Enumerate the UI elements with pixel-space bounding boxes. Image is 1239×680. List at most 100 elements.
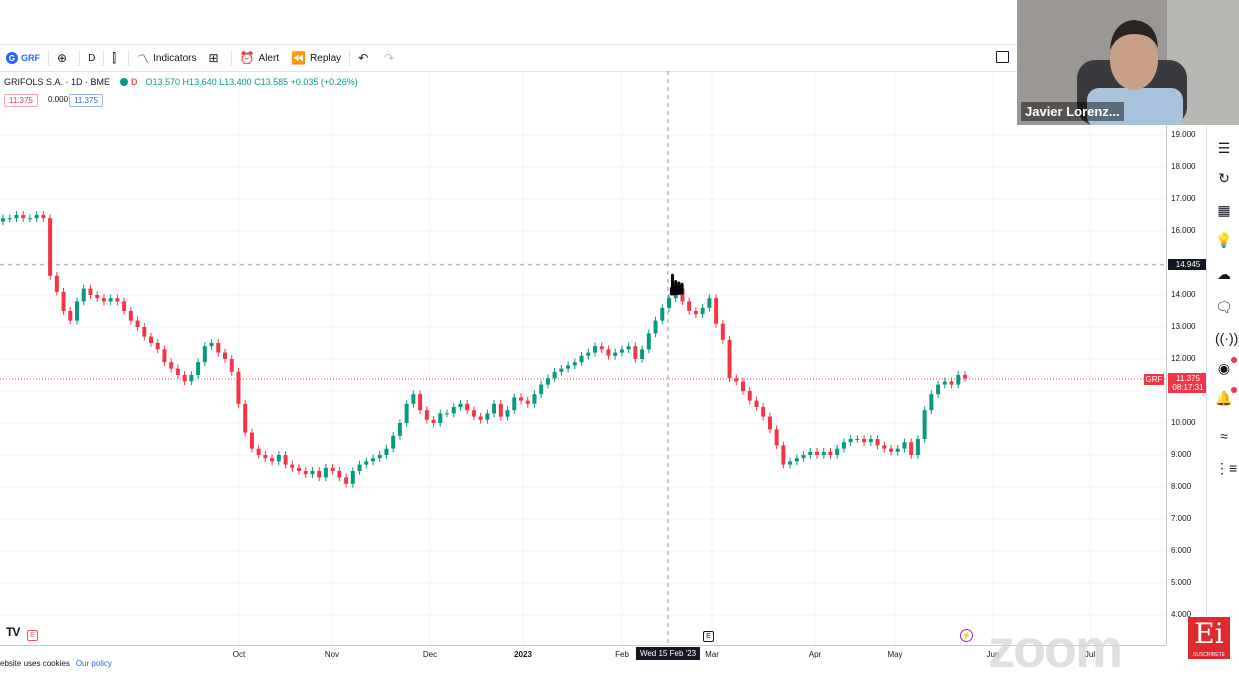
replay-button[interactable]: ⏪ Replay <box>285 45 347 71</box>
price-scale[interactable]: 19.00018.00017.00016.00015.00014.00013.0… <box>1166 71 1207 645</box>
presenter-video: Javier Lorenz... <box>1017 0 1239 125</box>
candle-body <box>249 432 254 449</box>
undo-button[interactable]: ↶ <box>352 45 378 71</box>
candle-body <box>384 448 389 455</box>
candle-body <box>391 435 396 449</box>
candle-body <box>929 394 934 411</box>
price-tick: 7.000 <box>1171 514 1192 523</box>
time-tick: 2023 <box>514 650 532 659</box>
ideas-icon[interactable]: 💡 <box>1215 232 1233 248</box>
undo-icon: ↶ <box>358 51 369 65</box>
time-tick: Dec <box>422 650 438 659</box>
price-tick: 8.000 <box>1171 482 1192 491</box>
candle-body <box>371 458 375 462</box>
candle-body <box>586 352 591 356</box>
time-tick: Feb <box>615 650 629 659</box>
divider <box>48 50 49 66</box>
calendar-icon[interactable]: ▦ <box>1217 202 1231 218</box>
ei-subscribe-logo[interactable]: Ei SUSCRIBETE <box>1188 617 1230 659</box>
alert-button[interactable]: ⏰ Alert <box>234 45 286 71</box>
ei-logo-text: Ei <box>1194 617 1224 650</box>
crosshair-price-text: 14.945 <box>1175 260 1201 269</box>
candle-body <box>303 471 308 475</box>
time-tick: Nov <box>324 650 340 659</box>
candle-body <box>61 291 66 311</box>
redo-button[interactable]: ↷ <box>378 45 404 71</box>
candle-body <box>942 381 947 385</box>
candle-body <box>310 471 315 475</box>
candle-body <box>21 215 26 219</box>
compare-button[interactable]: ⊕ <box>51 45 77 71</box>
candle-body <box>397 423 402 436</box>
notification-dot <box>1231 357 1237 363</box>
time-tick: Jun <box>986 650 1000 659</box>
cookie-text: ebsite uses cookies <box>0 659 70 668</box>
candle-body <box>377 455 382 459</box>
candle-body <box>135 320 140 327</box>
candle-body <box>175 368 180 375</box>
alert-label: Alert <box>258 52 280 64</box>
watchlist-icon[interactable]: ☰ <box>1217 140 1231 156</box>
candle-body <box>196 362 201 375</box>
candle-body <box>1 218 5 222</box>
candle-body <box>599 346 604 350</box>
indicators-button[interactable]: 〽 Indicators <box>131 45 202 71</box>
layout-select-icon[interactable] <box>996 51 1009 63</box>
market-status-dot <box>120 78 129 86</box>
chats-icon[interactable]: 🗨 <box>1215 299 1233 315</box>
broadcast-icon[interactable]: ◉ <box>1217 360 1231 376</box>
earnings-marker[interactable]: E <box>27 630 38 641</box>
candle-body <box>431 419 436 423</box>
templates-button[interactable]: ⊞ <box>203 45 229 71</box>
chat-cloud-icon[interactable]: ☁ <box>1217 266 1231 282</box>
candle-body <box>122 301 127 311</box>
interval-button[interactable]: D <box>82 45 101 71</box>
time-tick: Jul <box>1084 650 1096 659</box>
candle-body <box>801 455 806 459</box>
candle-body <box>882 445 887 449</box>
candle-body <box>700 307 705 315</box>
candle-body <box>216 343 221 353</box>
order-panel-icon[interactable]: ⋮≡ <box>1215 460 1238 476</box>
divider <box>103 50 105 66</box>
chart-toolbar: G GRF ⊕ D ⫿ 〽 Indicators ⊞ ⏰ Alert ⏪ Rep… <box>0 44 1017 72</box>
bar-countdown: 08:17:31 <box>1172 383 1204 392</box>
candle-body <box>828 451 833 455</box>
candle-body <box>256 448 261 455</box>
candle-body <box>525 400 530 404</box>
symbol-search[interactable]: G GRF <box>0 45 46 71</box>
candle-body <box>485 413 490 420</box>
lightning-icon[interactable]: ⚡ <box>960 629 973 642</box>
zoom-watermark: zoom <box>988 619 1123 679</box>
chart-type-button[interactable]: ⫿ <box>106 45 126 71</box>
candle-body <box>741 381 745 391</box>
chevrons-icon[interactable]: ≈ <box>1220 428 1228 444</box>
candles-icon: ⫿ <box>112 50 117 65</box>
tradingview-logo-icon[interactable]: TV <box>6 625 20 639</box>
redo-icon: ↷ <box>384 51 395 65</box>
presenter-name: Javier Lorenz... <box>1021 102 1124 121</box>
spread-value: 0.000 <box>48 95 69 104</box>
cookie-policy-link[interactable]: Our policy <box>75 659 112 668</box>
candle-body <box>505 410 510 417</box>
candle-body <box>330 467 335 471</box>
ask-price-button[interactable]: 11.375 <box>69 94 103 107</box>
candle-body <box>552 371 557 379</box>
divider <box>128 50 130 66</box>
bell-icon[interactable]: 🔔 <box>1215 390 1233 406</box>
hotlists-icon[interactable]: ↻ <box>1218 170 1230 186</box>
divider <box>230 50 232 66</box>
delayed-badge: D <box>131 77 138 87</box>
candle-body <box>909 442 914 455</box>
candle-body <box>108 298 113 302</box>
time-axis[interactable]: Oct Nov Dec 2023 Feb Mar Apr May Jun Jul <box>0 645 1166 668</box>
earnings-marker[interactable]: E <box>703 631 714 642</box>
bid-price-button[interactable]: 11.375 <box>4 94 38 107</box>
candle-body <box>438 413 443 423</box>
streams-icon[interactable]: ((·)) <box>1215 330 1239 346</box>
candle-body <box>855 439 860 440</box>
price-chart[interactable]: ☛ <box>0 71 1166 645</box>
candle-body <box>841 442 846 449</box>
candle-body <box>572 362 577 366</box>
candle-body <box>646 333 651 350</box>
